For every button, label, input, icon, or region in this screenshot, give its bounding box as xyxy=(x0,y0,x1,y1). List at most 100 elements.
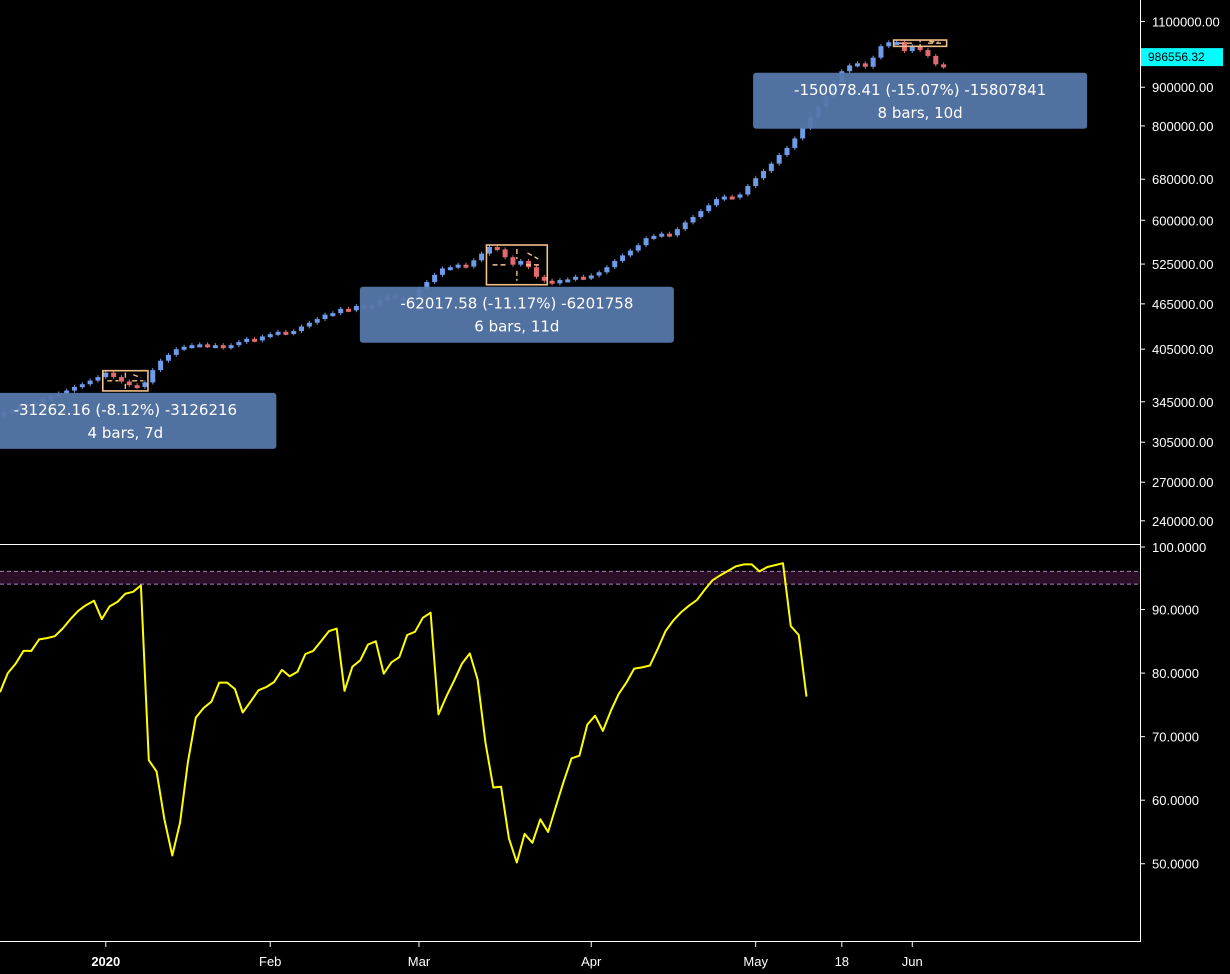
drawdown-range-boxes[interactable] xyxy=(101,39,948,392)
candle-body xyxy=(510,257,516,265)
indicator-band-fill xyxy=(0,571,1140,585)
candle-body xyxy=(768,163,774,172)
candle-body xyxy=(580,276,586,280)
candle-body xyxy=(283,331,289,335)
candle-body xyxy=(306,322,312,327)
indicator-axis-tick-label: 90.0000 xyxy=(1152,603,1199,618)
candle-body xyxy=(792,138,798,148)
candle-body xyxy=(596,272,602,276)
candle-body xyxy=(917,46,923,51)
candle-body xyxy=(714,199,720,206)
candle-body xyxy=(463,264,469,268)
candle-body xyxy=(533,267,539,277)
candle-body xyxy=(142,382,148,387)
indicator-axis-tick-label: 100.0000 xyxy=(1152,540,1206,555)
price-axis-tick-label: 900000.00 xyxy=(1152,80,1213,95)
candle-body xyxy=(432,274,438,283)
measure-annotations[interactable]: -31262.16 (-8.12%) -3126216 4 bars, 7d -62… xyxy=(0,72,1088,449)
last-price-tag-box xyxy=(1141,48,1223,67)
measure-annotation-duration: 6 bars, 11d xyxy=(474,318,559,336)
candle-body xyxy=(933,55,939,65)
candle-body xyxy=(784,147,790,156)
price-axis-tick-label: 305000.00 xyxy=(1152,435,1213,450)
candle-body xyxy=(267,334,273,338)
candle-body xyxy=(189,345,195,349)
price-axis-ticks: 1100000.00 900000.00 800000.00 680000.00 600… xyxy=(1140,14,1220,529)
measure-annotation-duration: 8 bars, 10d xyxy=(878,104,963,122)
measure-annotation-box xyxy=(359,286,674,343)
indicator-axis-ticks: 100.0000 90.0000 80.0000 70.0000 60.0000 50.0… xyxy=(1140,540,1206,872)
candle-body xyxy=(729,196,735,200)
candle-body xyxy=(165,354,171,361)
candle-body xyxy=(173,349,179,355)
candle-body xyxy=(64,390,70,394)
price-axis-tick-label: 800000.00 xyxy=(1152,119,1213,134)
indicator-axis-tick-label: 70.0000 xyxy=(1152,730,1199,745)
candle-body xyxy=(252,338,258,342)
measure-annotation-3[interactable]: -150078.41 (-15.07%) -15807841 8 bars, 10… xyxy=(753,72,1088,129)
candle-body xyxy=(439,268,445,275)
drawdown-box-1 xyxy=(101,369,149,392)
candle-body xyxy=(236,341,242,346)
candle-body xyxy=(941,64,947,68)
drawdown-box-crosshair xyxy=(929,40,939,43)
drawdown-box-3 xyxy=(892,39,948,48)
indicator-axis-tick-label: 60.0000 xyxy=(1152,793,1199,808)
candle-body xyxy=(212,345,218,349)
candle-body xyxy=(518,260,524,265)
candle-body xyxy=(682,222,688,230)
candle-body xyxy=(338,308,344,314)
candle-body xyxy=(228,345,234,349)
candle-body xyxy=(565,279,571,283)
candle-body xyxy=(604,267,610,273)
candle-body xyxy=(275,331,281,335)
indicator-axis-tick-label: 50.0000 xyxy=(1152,857,1199,872)
price-axis-tick-label: 680000.00 xyxy=(1152,172,1213,187)
time-axis-tick-label: May xyxy=(743,954,768,969)
candle-body xyxy=(886,42,892,47)
price-axis-tick-label: 240000.00 xyxy=(1152,514,1213,529)
candle-body xyxy=(244,338,250,342)
candle-body xyxy=(447,267,453,271)
candle-body xyxy=(776,155,782,164)
candle-body xyxy=(486,247,492,254)
candle-body xyxy=(643,238,649,246)
candle-body xyxy=(95,377,101,381)
time-axis-ticks: 2020 Feb Mar Apr May 18 Jun xyxy=(91,942,923,969)
price-axis-tick-label: 465000.00 xyxy=(1152,297,1213,312)
measure-annotation-change: -150078.41 (-15.07%) -15807841 xyxy=(794,81,1046,99)
candle-body xyxy=(573,276,579,280)
candle-body xyxy=(79,384,85,388)
drawdown-box-frame xyxy=(892,39,948,48)
measure-annotation-box xyxy=(0,392,277,449)
candle-body xyxy=(134,385,140,389)
candle-body xyxy=(698,211,704,217)
candle-body xyxy=(150,370,156,383)
candle-body xyxy=(588,275,594,279)
candle-body xyxy=(862,63,868,67)
candle-body xyxy=(181,346,187,350)
last-price-tag: 986556.32 xyxy=(1141,48,1223,67)
candle-body xyxy=(721,196,727,200)
indicator-pane xyxy=(0,562,808,864)
candle-body xyxy=(118,377,124,382)
candle-body xyxy=(87,380,93,385)
candle-body xyxy=(205,344,211,348)
candle-body xyxy=(479,253,485,261)
candle-body xyxy=(674,229,680,236)
measure-annotation-1[interactable]: -31262.16 (-8.12%) -3126216 4 bars, 7d xyxy=(0,392,277,449)
candle-body xyxy=(424,282,430,289)
candle-body xyxy=(126,381,132,386)
time-axis-tick-label: 2020 xyxy=(91,954,120,969)
candle-body xyxy=(667,233,673,237)
measure-annotation-2[interactable]: -62017.58 (-11.17%) -6201758 6 bars, 11d xyxy=(359,286,674,343)
candle-body xyxy=(847,65,853,72)
measure-annotation-duration: 4 bars, 7d xyxy=(88,424,164,442)
candle-body xyxy=(627,250,633,256)
indicator-axis-tick-label: 80.0000 xyxy=(1152,666,1199,681)
drawdown-box-crosshair xyxy=(527,252,539,260)
candle-body xyxy=(651,235,657,239)
candle-body xyxy=(706,205,712,212)
indicator-band xyxy=(0,570,1140,585)
